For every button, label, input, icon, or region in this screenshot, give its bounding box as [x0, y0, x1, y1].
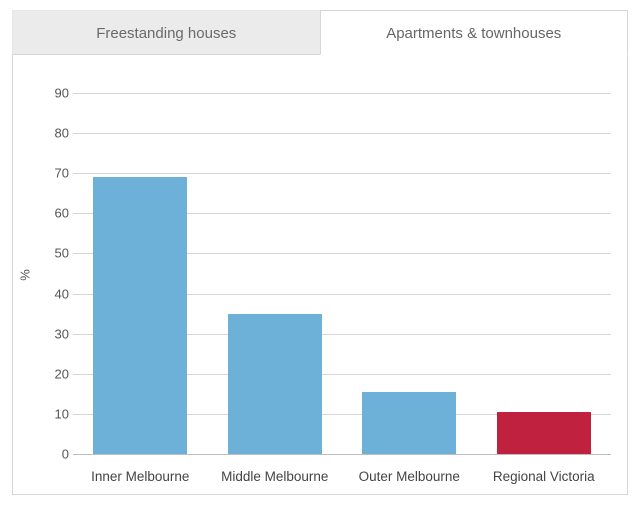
y-tick-label: 60: [43, 206, 69, 221]
tab-bar: Freestanding houses Apartments & townhou…: [12, 10, 628, 55]
x-tick-label: Middle Melbourne: [208, 469, 343, 484]
tab-freestanding-houses[interactable]: Freestanding houses: [12, 10, 320, 55]
y-tick-label: 50: [43, 246, 69, 261]
x-tick-label: Outer Melbourne: [342, 469, 477, 484]
y-axis-label: %: [17, 269, 32, 281]
y-tick-label: 10: [43, 406, 69, 421]
x-tick-label: Regional Victoria: [477, 469, 612, 484]
bar-slot: [342, 73, 477, 454]
y-tick-label: 30: [43, 326, 69, 341]
bar: [93, 177, 187, 454]
bar: [228, 314, 322, 454]
bars: [73, 73, 611, 454]
bar: [362, 392, 456, 454]
bar: [497, 412, 591, 454]
y-tick-label: 0: [43, 447, 69, 462]
y-tick-label: 70: [43, 166, 69, 181]
bar-slot: [477, 73, 612, 454]
chart-container: Freestanding houses Apartments & townhou…: [0, 0, 640, 511]
chart-panel: % 0102030405060708090 Inner MelbourneMid…: [12, 55, 628, 495]
y-tick-label: 80: [43, 126, 69, 141]
bar-slot: [73, 73, 208, 454]
plot-area: 0102030405060708090: [73, 73, 611, 454]
y-tick-label: 20: [43, 366, 69, 381]
x-tick-label: Inner Melbourne: [73, 469, 208, 484]
gridline: [73, 454, 611, 455]
bar-slot: [208, 73, 343, 454]
tab-label: Freestanding houses: [96, 25, 236, 42]
y-tick-label: 90: [43, 86, 69, 101]
x-axis-labels: Inner MelbourneMiddle MelbourneOuter Mel…: [73, 469, 611, 484]
tab-apartments-townhouses[interactable]: Apartments & townhouses: [320, 10, 629, 55]
y-tick-label: 40: [43, 286, 69, 301]
tab-label: Apartments & townhouses: [386, 25, 561, 42]
